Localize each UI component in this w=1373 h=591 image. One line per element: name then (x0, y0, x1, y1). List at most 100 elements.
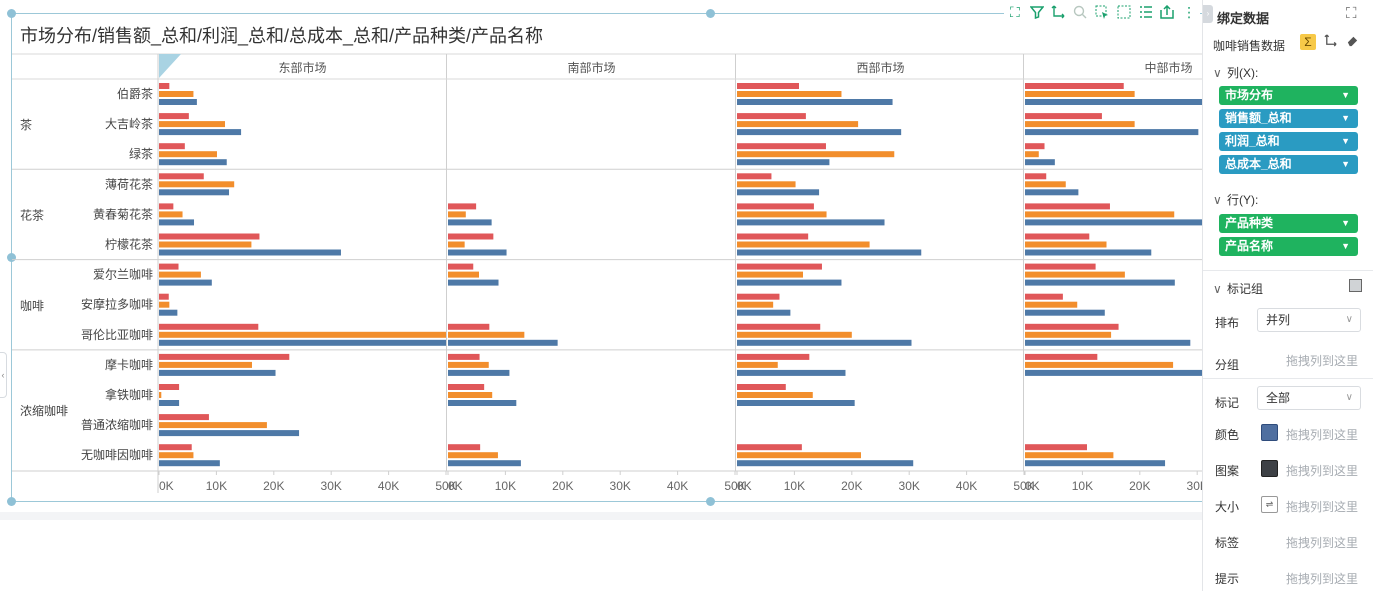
expand-icon[interactable]: ⛶ (1346, 5, 1357, 22)
panel-collapse-icon[interactable]: › (1203, 5, 1213, 23)
bar-cost[interactable] (448, 369, 510, 376)
bar-sales[interactable] (737, 452, 861, 459)
swap-icon[interactable] (1322, 34, 1338, 50)
bar-profit[interactable] (159, 414, 209, 421)
bar-sales[interactable] (737, 121, 859, 128)
bar-profit[interactable] (159, 203, 174, 210)
bar-cost[interactable] (1025, 219, 1202, 226)
bar-profit[interactable] (737, 83, 799, 89)
more-icon[interactable]: ⋮ (1182, 3, 1197, 20)
bar-sales[interactable] (159, 91, 194, 97)
bar-cost[interactable] (737, 99, 893, 105)
bar-cost[interactable] (1025, 279, 1175, 286)
bar-sales[interactable] (448, 241, 465, 248)
bar-sales[interactable] (448, 211, 466, 218)
columns-section-label[interactable]: ∨ 列(X): (1213, 66, 1259, 80)
bar-profit[interactable] (159, 173, 204, 180)
bar-sales[interactable] (159, 151, 217, 158)
bar-profit[interactable] (448, 384, 485, 390)
bar-profit[interactable] (159, 143, 185, 150)
column-pill-profit[interactable]: 利润_总和 ▼ (1219, 132, 1358, 151)
bar-cost[interactable] (448, 249, 507, 256)
caret-down-icon[interactable]: ▼ (1341, 218, 1350, 228)
color-drop-zone[interactable]: 拖拽列到这里 (1286, 428, 1359, 442)
caret-down-icon[interactable]: ▼ (1341, 136, 1350, 146)
bar-profit[interactable] (448, 263, 474, 270)
swap-axis-icon[interactable] (1048, 0, 1070, 24)
caret-down-icon[interactable]: ▼ (1341, 241, 1350, 251)
bar-cost[interactable] (737, 369, 846, 376)
bar-profit[interactable] (159, 293, 169, 300)
caret-down-icon[interactable]: ▼ (1341, 113, 1350, 123)
bar-profit[interactable] (737, 293, 780, 300)
bar-cost[interactable] (159, 189, 230, 196)
bar-sales[interactable] (159, 271, 201, 278)
bar-profit[interactable] (1025, 293, 1063, 300)
bar-sales[interactable] (1025, 211, 1175, 218)
bar-sales[interactable] (737, 241, 870, 248)
bar-sales[interactable] (448, 452, 498, 459)
bar-sales[interactable] (1025, 452, 1114, 459)
bar-sales[interactable] (159, 331, 446, 338)
bar-sales[interactable] (1025, 301, 1078, 308)
bar-cost[interactable] (159, 249, 341, 256)
row-pill-category[interactable]: 产品种类 ▼ (1219, 214, 1358, 233)
bar-cost[interactable] (1025, 249, 1152, 256)
column-pill-sales[interactable]: 销售额_总和 ▼ (1219, 109, 1358, 128)
bar-sales[interactable] (1025, 331, 1112, 338)
bar-cost[interactable] (737, 219, 885, 226)
bar-profit[interactable] (448, 233, 494, 240)
resize-handle-bottom[interactable] (706, 497, 715, 506)
filter-icon[interactable] (1026, 0, 1048, 24)
bar-sales[interactable] (737, 271, 804, 278)
bar-cost[interactable] (1025, 369, 1202, 376)
bar-sales[interactable] (448, 271, 479, 278)
bar-cost[interactable] (159, 309, 178, 316)
bar-profit[interactable] (1025, 113, 1102, 120)
collapse-left-tab[interactable]: ‹ (0, 352, 7, 398)
list-icon[interactable] (1135, 0, 1157, 24)
tooltip-drop-zone[interactable]: 拖拽列到这里 (1286, 572, 1359, 586)
column-pill-market[interactable]: 市场分布 ▼ (1219, 86, 1358, 105)
bar-cost[interactable] (159, 219, 195, 226)
bar-profit[interactable] (1025, 173, 1047, 180)
bar-sales[interactable] (737, 211, 827, 218)
bar-cost[interactable] (737, 129, 902, 136)
bar-cost[interactable] (448, 279, 499, 286)
bar-sales[interactable] (159, 121, 226, 128)
bar-cost[interactable] (448, 339, 558, 346)
bar-cost[interactable] (737, 189, 820, 196)
group-drop-zone[interactable]: 拖拽列到这里 (1286, 354, 1359, 368)
resize-handle-bottom-left[interactable] (7, 497, 16, 506)
bar-cost[interactable] (737, 249, 922, 256)
bar-sales[interactable] (159, 422, 267, 429)
bar-sales[interactable] (1025, 361, 1174, 368)
bar-sales[interactable] (159, 181, 235, 188)
bar-cost[interactable] (737, 460, 914, 467)
size-slider-icon[interactable]: ⇌ (1261, 496, 1278, 513)
bar-profit[interactable] (1025, 444, 1087, 451)
bar-sales[interactable] (737, 181, 796, 188)
bar-profit[interactable] (159, 384, 180, 390)
bar-profit[interactable] (1025, 143, 1045, 150)
bar-cost[interactable] (159, 129, 242, 136)
bar-profit[interactable] (1025, 323, 1119, 330)
shape-drop-zone[interactable]: 拖拽列到这里 (1286, 464, 1359, 478)
bar-sales[interactable] (1025, 91, 1135, 97)
bar-profit[interactable] (448, 444, 481, 451)
bar-sales[interactable] (1025, 121, 1135, 128)
bar-profit[interactable] (159, 233, 260, 240)
bar-cost[interactable] (159, 460, 220, 467)
bar-cost[interactable] (1025, 129, 1199, 136)
select-icon[interactable] (1091, 0, 1113, 24)
mark-group-label[interactable]: ∨ 标记组 (1213, 282, 1264, 296)
bar-profit[interactable] (737, 323, 821, 330)
bar-profit[interactable] (737, 143, 826, 150)
export-icon[interactable] (1156, 0, 1178, 24)
rows-section-label[interactable]: ∨ 行(Y): (1213, 193, 1259, 207)
bar-cost[interactable] (159, 159, 227, 166)
bar-profit[interactable] (159, 444, 192, 451)
bar-sales[interactable] (737, 151, 895, 158)
bar-sales[interactable] (737, 301, 774, 308)
bar-cost[interactable] (737, 279, 842, 286)
